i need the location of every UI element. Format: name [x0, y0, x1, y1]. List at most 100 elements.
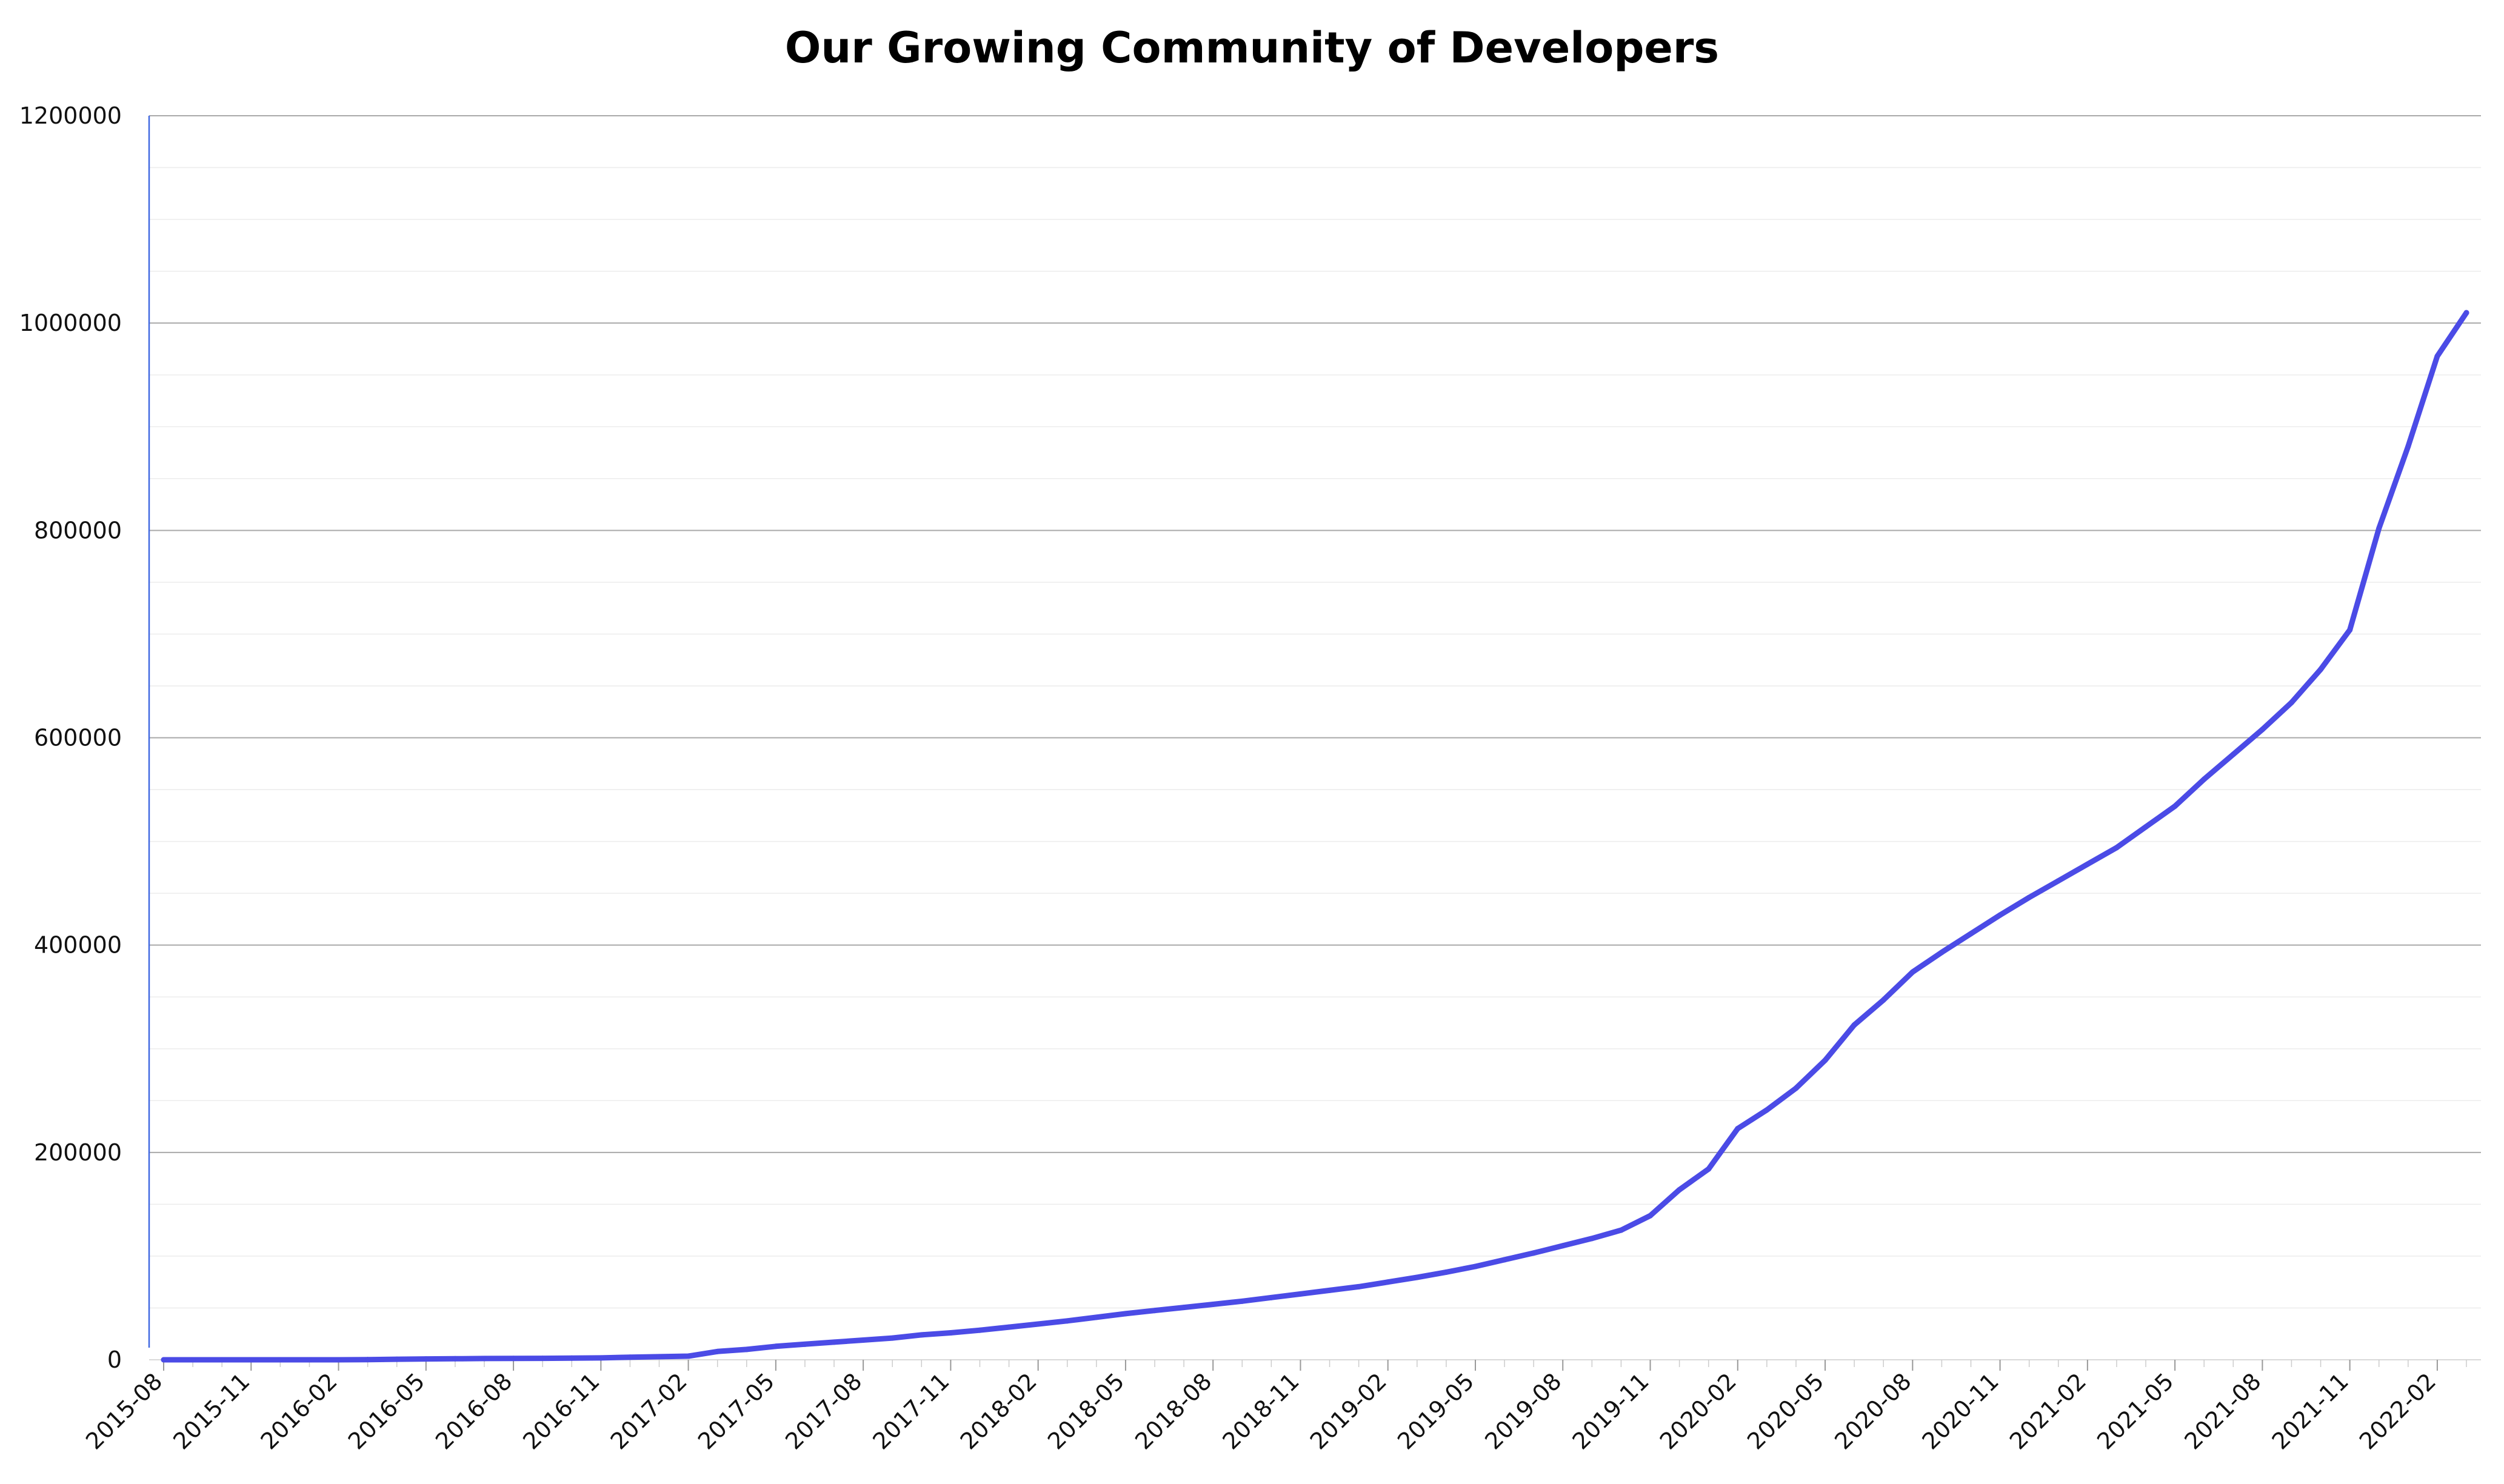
- x-tick-label: 2015-08: [81, 1368, 167, 1454]
- data-point: [1239, 1298, 1245, 1304]
- x-tick-label: 2021-05: [2092, 1368, 2178, 1454]
- data-point: [1035, 1321, 1041, 1327]
- data-point: [1472, 1263, 1478, 1269]
- data-point: [452, 1356, 458, 1362]
- data-point: [1006, 1324, 1012, 1330]
- data-point: [1385, 1279, 1391, 1285]
- data-point: [277, 1357, 283, 1363]
- data-point: [802, 1341, 808, 1347]
- x-tick-label: 2016-08: [430, 1368, 517, 1454]
- data-point: [1210, 1301, 1216, 1307]
- x-tick-label: 2019-11: [1567, 1368, 1654, 1454]
- data-point: [306, 1357, 312, 1363]
- data-point: [161, 1357, 167, 1363]
- x-tick-label: 2020-02: [1655, 1368, 1741, 1454]
- data-point: [1443, 1269, 1449, 1275]
- data-point: [2230, 751, 2236, 757]
- x-tick-label: 2015-11: [168, 1368, 255, 1454]
- data-point: [2434, 353, 2440, 359]
- developer-count-line: [161, 310, 2469, 1363]
- data-point: [686, 1353, 692, 1359]
- tick-labels: 0 200000 400000 600000 800000 1000000 1200000 2…: [19, 102, 2442, 1455]
- data-point: [1268, 1294, 1274, 1300]
- x-tick-label: 2021-02: [2005, 1368, 2091, 1454]
- data-point: [394, 1356, 400, 1362]
- data-point: [1880, 997, 1886, 1003]
- data-point: [1414, 1274, 1420, 1280]
- data-point: [190, 1357, 196, 1363]
- grid-lines: [149, 115, 2481, 1309]
- x-tick-label: 2018-02: [955, 1368, 1042, 1454]
- x-tick-label: 2019-08: [1480, 1368, 1566, 1454]
- data-point: [1677, 1186, 1683, 1193]
- x-tick-label: 2019-05: [1392, 1368, 1479, 1454]
- data-point: [889, 1335, 895, 1341]
- data-point: [1793, 1085, 1799, 1091]
- data-point: [539, 1356, 546, 1362]
- data-point: [1822, 1057, 1828, 1063]
- x-tick-label: 2019-02: [1305, 1368, 1392, 1454]
- axes: [148, 116, 2481, 1371]
- data-point: [715, 1348, 721, 1354]
- data-point: [2085, 861, 2091, 867]
- data-point: [1123, 1311, 1129, 1317]
- y-tick-label: 1200000: [19, 102, 122, 129]
- data-point: [656, 1354, 663, 1360]
- data-point: [977, 1327, 983, 1333]
- data-point: [1531, 1250, 1537, 1256]
- data-point: [2114, 845, 2120, 851]
- x-tick-label: 2021-08: [2179, 1368, 2266, 1454]
- data-point: [2172, 803, 2178, 809]
- data-point: [831, 1339, 837, 1345]
- data-point: [1093, 1314, 1100, 1320]
- data-point: [2055, 878, 2062, 884]
- x-tick-label: 2020-05: [1742, 1368, 1829, 1454]
- data-point: [1560, 1243, 1566, 1249]
- x-tick-label: 2020-11: [1917, 1368, 2004, 1454]
- data-point: [510, 1356, 516, 1362]
- data-point: [336, 1357, 342, 1363]
- data-point: [2318, 667, 2324, 673]
- data-point: [1356, 1283, 1362, 1289]
- data-point: [569, 1355, 575, 1361]
- x-tick-label: 2018-11: [1217, 1368, 1304, 1454]
- x-tick-label: 2016-02: [256, 1368, 342, 1454]
- data-point: [1589, 1236, 1595, 1242]
- data-point: [2201, 776, 2207, 782]
- data-point: [744, 1346, 750, 1353]
- data-point: [1501, 1257, 1507, 1263]
- y-tick-label: 1000000: [19, 310, 122, 336]
- data-point: [1735, 1125, 1741, 1131]
- data-point: [2259, 727, 2265, 733]
- data-point: [2376, 525, 2382, 531]
- data-point: [773, 1343, 779, 1349]
- data-point: [481, 1356, 487, 1362]
- data-point: [2405, 444, 2411, 450]
- data-point: [1764, 1107, 1770, 1113]
- x-tick-label: 2022-02: [2354, 1368, 2441, 1454]
- x-tick-label: 2016-05: [343, 1368, 430, 1454]
- x-tick-label: 2017-05: [693, 1368, 780, 1454]
- x-tick-label: 2018-08: [1130, 1368, 1217, 1454]
- data-point: [2143, 824, 2149, 830]
- data-point: [1851, 1022, 1857, 1028]
- data-point: [1968, 931, 1974, 937]
- y-tick-label: 800000: [34, 517, 122, 544]
- data-point: [1938, 950, 1945, 956]
- data-point: [423, 1356, 429, 1362]
- y-tick-label: 0: [107, 1346, 122, 1373]
- x-tick-label: 2016-11: [518, 1368, 604, 1454]
- data-point: [1181, 1305, 1187, 1311]
- y-tick-label: 400000: [34, 932, 122, 959]
- x-tick-label: 2020-08: [1829, 1368, 1916, 1454]
- data-point: [627, 1354, 633, 1360]
- x-tick-label: 2017-11: [867, 1368, 954, 1454]
- data-point: [1152, 1308, 1158, 1314]
- data-point: [1706, 1166, 1712, 1172]
- data-point: [1297, 1291, 1303, 1297]
- data-point: [1064, 1318, 1070, 1324]
- data-point: [1327, 1287, 1333, 1293]
- data-point: [1997, 912, 2003, 918]
- data-point: [2463, 310, 2469, 316]
